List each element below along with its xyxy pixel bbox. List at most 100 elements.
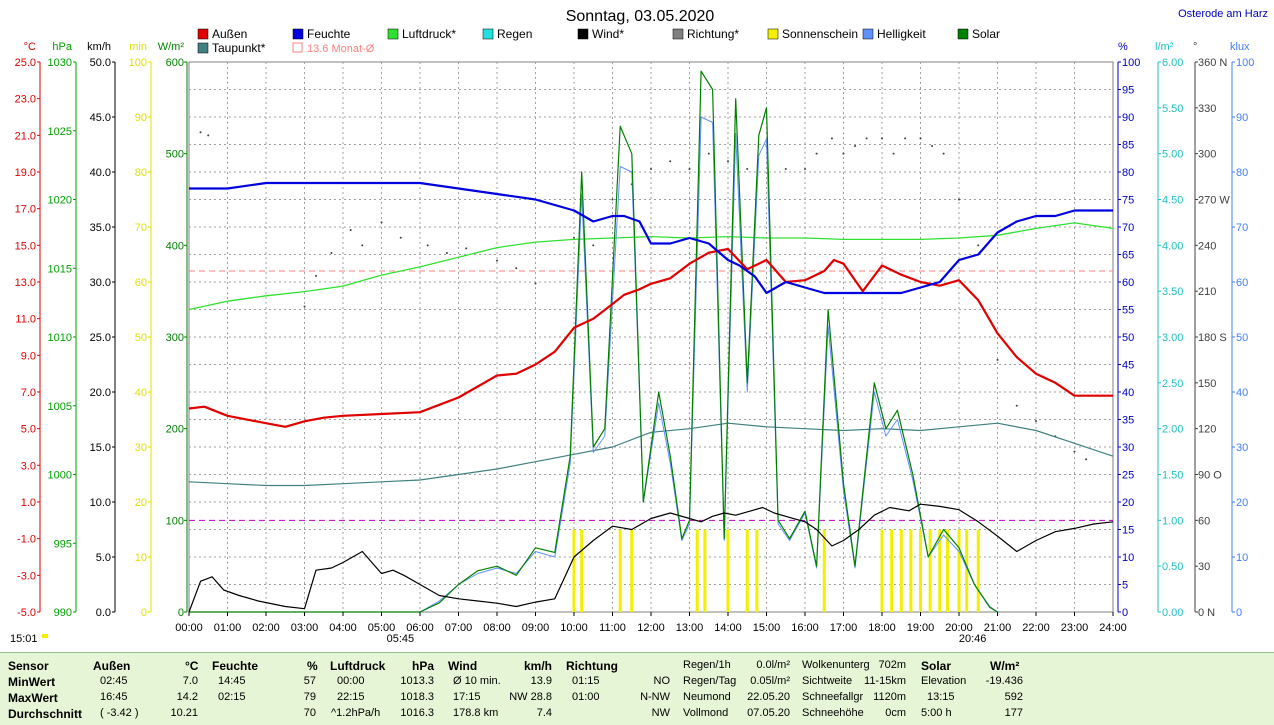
stats-row-avg: Durchschnitt bbox=[8, 707, 83, 721]
schneehoehe-label: Schneehöhe bbox=[802, 707, 864, 719]
sunshine-bar bbox=[909, 529, 913, 612]
regen-1h-label: Regen/1h bbox=[683, 659, 731, 671]
series-line-wind bbox=[188, 503, 1114, 613]
axis-unit-lm2: l/m² bbox=[1155, 41, 1174, 53]
wind-max-val: NW 28.8 bbox=[509, 691, 552, 703]
tick-label-kmh: 50.0 bbox=[90, 57, 111, 69]
tick-label-min: 0 bbox=[141, 607, 147, 619]
legend-swatch bbox=[482, 28, 494, 40]
axis-unit-kmh: km/h bbox=[87, 41, 111, 53]
richtung-avg-val: NW bbox=[651, 707, 670, 719]
direction-dot bbox=[727, 160, 729, 163]
aussen-min-time: 02:45 bbox=[100, 675, 128, 687]
tick-label-temp: -5.0 bbox=[17, 607, 36, 619]
direction-dot bbox=[1073, 450, 1076, 453]
direction-dot bbox=[942, 152, 945, 155]
tick-label-temp: 3.0 bbox=[21, 460, 36, 472]
tick-label-pct: 40 bbox=[1122, 387, 1134, 399]
series-line-außen bbox=[188, 247, 1113, 428]
tick-label-klux: 60 bbox=[1236, 277, 1248, 289]
sichtweite-val: 11-15km bbox=[864, 675, 906, 687]
direction-dot bbox=[1085, 458, 1088, 461]
tick-label-lm2: 6.00 bbox=[1162, 57, 1183, 69]
tick-label-hpa: 1000 bbox=[48, 470, 72, 482]
x-tick-label: 01:00 bbox=[214, 622, 242, 634]
x-tick-label: 14:00 bbox=[714, 622, 742, 634]
tick-label-pct: 80 bbox=[1122, 167, 1134, 179]
x-tick-label: 04:00 bbox=[329, 622, 357, 634]
tick-label-pct: 65 bbox=[1122, 250, 1134, 262]
aussen-avg-val: 10.21 bbox=[170, 707, 198, 719]
richtung-min-time: 01:15 bbox=[572, 675, 600, 687]
direction-dot bbox=[854, 145, 857, 148]
tick-label-min: 90 bbox=[135, 112, 147, 124]
tick-label-temp: 13.0 bbox=[15, 277, 36, 289]
tick-label-pct: 100 bbox=[1122, 57, 1140, 69]
tick-label-pct: 55 bbox=[1122, 305, 1134, 317]
tick-label-wm2: 200 bbox=[166, 424, 184, 436]
wolkenunterg-val: 702m bbox=[878, 659, 906, 671]
luftdruck-avg-val: 1016.3 bbox=[400, 707, 434, 719]
tick-label-temp: 23.0 bbox=[15, 94, 36, 106]
sunshine-bar bbox=[618, 529, 622, 612]
x-tick-label: 00:00 bbox=[175, 622, 203, 634]
x-tick-label: 22:00 bbox=[1022, 622, 1050, 634]
legend-label: Feuchte bbox=[307, 27, 351, 41]
tick-label-pct: 85 bbox=[1122, 140, 1134, 152]
tick-label-deg: 0 N bbox=[1198, 607, 1215, 619]
x-tick-label: 17:00 bbox=[830, 622, 858, 634]
tick-label-kmh: 40.0 bbox=[90, 167, 111, 179]
tick-label-pct: 35 bbox=[1122, 415, 1134, 427]
direction-dot bbox=[515, 267, 518, 270]
tick-label-kmh: 25.0 bbox=[90, 332, 111, 344]
x-tick-label: 20:00 bbox=[945, 622, 973, 634]
vollmond-label: Vollmond bbox=[683, 707, 729, 719]
legend-monat-swatch bbox=[292, 42, 303, 53]
tick-label-pct: 50 bbox=[1122, 332, 1134, 344]
luftdruck-min-time: 00:00 bbox=[337, 675, 365, 687]
richtung-max-time: 01:00 bbox=[572, 691, 600, 703]
legend-label: Taupunkt* bbox=[212, 41, 266, 55]
direction-dot bbox=[1015, 404, 1018, 407]
tick-label-pct: 10 bbox=[1122, 552, 1134, 564]
tick-label-lm2: 3.50 bbox=[1162, 286, 1183, 298]
sunshine-bar bbox=[976, 529, 980, 612]
tick-label-min: 80 bbox=[135, 167, 147, 179]
tick-label-deg: 60 bbox=[1198, 515, 1210, 527]
aussen-unit: °C bbox=[185, 659, 199, 673]
legend-label: Sonnenschein bbox=[782, 27, 858, 41]
x-tick-label: 18:00 bbox=[868, 622, 896, 634]
aussen-min-val: 7.0 bbox=[182, 675, 198, 687]
tick-label-deg: 240 bbox=[1198, 240, 1216, 252]
legend-label: Regen bbox=[497, 27, 532, 41]
axis-unit-min: min bbox=[129, 41, 147, 53]
aussen-max-val: 14.2 bbox=[176, 691, 198, 703]
tick-label-pct: 5 bbox=[1122, 580, 1128, 592]
tick-label-hpa: 1030 bbox=[48, 57, 72, 69]
wind-avg10-label: Ø 10 min. bbox=[453, 675, 501, 687]
tick-label-hpa: 1015 bbox=[48, 263, 72, 275]
tick-label-min: 70 bbox=[135, 222, 147, 234]
direction-dot bbox=[611, 198, 614, 201]
x-tick-label: 24:00 bbox=[1099, 622, 1127, 634]
tick-label-pct: 25 bbox=[1122, 470, 1134, 482]
tick-label-kmh: 0.0 bbox=[96, 607, 111, 619]
feuchte-max-time: 02:15 bbox=[218, 691, 246, 703]
tick-label-pct: 70 bbox=[1122, 222, 1134, 234]
tick-label-min: 30 bbox=[135, 442, 147, 454]
x-tick-label: 05:00 bbox=[368, 622, 396, 634]
tick-label-pct: 95 bbox=[1122, 85, 1134, 97]
sunset-label: 20:46 bbox=[959, 633, 987, 645]
richtung-min-val: NO bbox=[653, 675, 671, 687]
legend-label: Helligkeit bbox=[877, 27, 926, 41]
x-tick-label: 07:00 bbox=[445, 622, 473, 634]
aussen-avg-trend: ( -3.42 ) bbox=[100, 707, 139, 719]
tick-label-kmh: 30.0 bbox=[90, 277, 111, 289]
feuchte-min-time: 14:45 bbox=[218, 675, 246, 687]
wind-distance: 178.8 km bbox=[453, 707, 499, 719]
tick-label-pct: 20 bbox=[1122, 497, 1134, 509]
tick-label-klux: 30 bbox=[1236, 442, 1248, 454]
tick-label-lm2: 2.00 bbox=[1162, 424, 1183, 436]
stats-row-min: MinWert bbox=[8, 675, 56, 689]
legend-label: Solar bbox=[972, 27, 1000, 41]
